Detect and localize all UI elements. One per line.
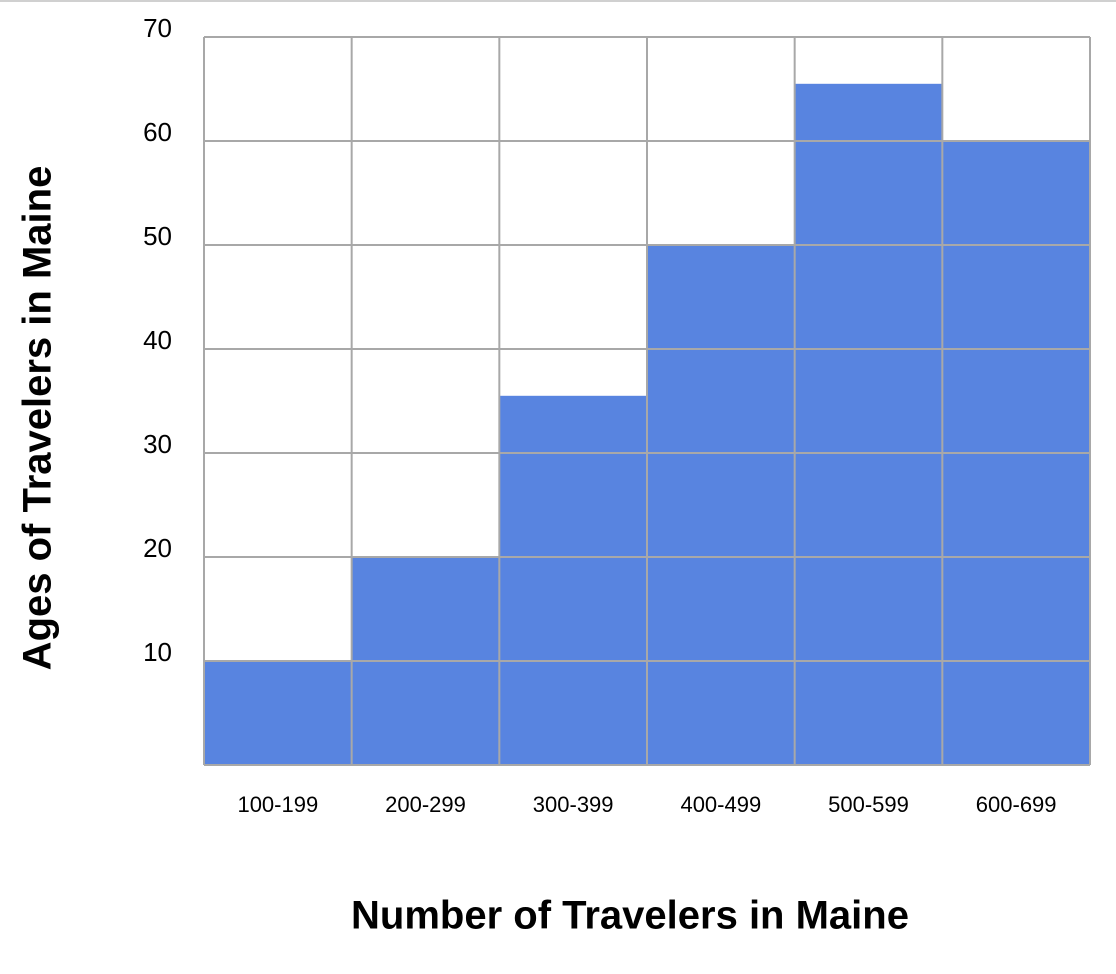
- x-tick-label: 600-699: [976, 792, 1057, 817]
- x-tick-label: 500-599: [828, 792, 909, 817]
- y-tick-label: 10: [143, 637, 172, 667]
- x-axis-title: Number of Travelers in Maine: [351, 894, 909, 938]
- y-tick-label: 60: [143, 117, 172, 147]
- y-tick-label: 50: [143, 221, 172, 251]
- bar: [204, 661, 352, 765]
- y-tick-label: 20: [143, 533, 172, 563]
- bar: [794, 83, 943, 766]
- y-tick-label: 40: [143, 325, 172, 355]
- bar: [499, 395, 647, 765]
- x-tick-label: 400-499: [680, 792, 761, 817]
- x-tick-label: 100-199: [237, 792, 318, 817]
- y-tick-label: 30: [143, 429, 172, 459]
- y-tick-label: 70: [143, 13, 172, 43]
- x-tick-label: 200-299: [385, 792, 466, 817]
- y-axis-title: Ages of Travelers in Maine: [16, 166, 60, 671]
- x-tick-label: 300-399: [533, 792, 614, 817]
- bar: [647, 245, 795, 765]
